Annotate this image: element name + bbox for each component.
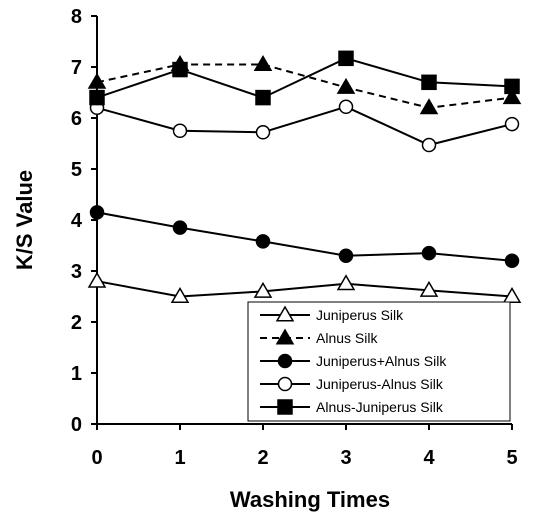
series-3 (89, 205, 520, 269)
legend-marker (277, 353, 293, 369)
y-tick-label: 8 (71, 6, 82, 28)
series-2 (87, 54, 522, 115)
legend-item: Juniperus+Alnus Silk (260, 353, 447, 369)
series-line (96, 280, 513, 298)
data-point (253, 54, 273, 71)
legend-marker (275, 328, 295, 345)
legend-item: Juniperus-Alnus Silk (260, 376, 444, 392)
x-tick-label: 0 (91, 447, 102, 469)
data-point (253, 281, 273, 298)
legend-item: Alnus-Juniperus Silk (260, 399, 444, 415)
legend-label: Juniperus+Alnus Silk (316, 353, 447, 369)
series-4 (89, 99, 520, 153)
series-1 (87, 271, 522, 304)
data-point (504, 78, 520, 95)
y-tick-label: 4 (71, 210, 83, 232)
data-point (172, 220, 188, 235)
x-tick-label: 1 (174, 447, 185, 469)
data-point (87, 72, 107, 89)
data-point (336, 77, 356, 94)
data-point (504, 116, 520, 132)
data-point (419, 280, 439, 297)
data-point (502, 287, 522, 304)
x-tick-label: 2 (257, 447, 268, 469)
data-point (255, 234, 271, 249)
data-point (421, 137, 437, 153)
data-point (504, 253, 520, 269)
tick-labels: 0 1 2 3 4 5 6 7 8 0 1 2 3 4 5 (71, 6, 518, 469)
y-tick-label: 6 (71, 108, 82, 130)
y-tick-label: 0 (71, 414, 82, 436)
data-point (255, 89, 271, 106)
legend-label: Juniperus-Alnus Silk (316, 376, 444, 392)
data-point (421, 74, 437, 91)
data-point (338, 248, 354, 263)
series-line (96, 211, 513, 262)
data-point (421, 245, 437, 261)
data-point (502, 88, 522, 105)
data-point (336, 274, 356, 291)
y-tick-label: 3 (71, 261, 82, 283)
series-5 (89, 50, 520, 106)
y-tick-label: 7 (71, 57, 82, 79)
y-tick-label: 1 (71, 363, 82, 385)
data-point (170, 287, 190, 304)
data-point (338, 50, 354, 67)
data-point (89, 205, 105, 220)
legend-marker (277, 399, 293, 415)
legend-item: Alnus Silk (260, 328, 378, 346)
data-point (255, 125, 271, 140)
legend-marker (277, 376, 293, 392)
data-point (172, 123, 188, 138)
y-tick-label: 5 (71, 159, 82, 181)
x-axis-title: Washing Times (230, 487, 390, 512)
legend-label: Alnus Silk (316, 330, 378, 346)
legend-label: Alnus-Juniperus Silk (316, 399, 444, 415)
y-axis-title: K/S Value (12, 170, 37, 270)
data-point (338, 99, 354, 115)
x-tick-label: 5 (506, 447, 517, 469)
series-line (96, 105, 513, 147)
x-tick-label: 3 (340, 447, 351, 469)
data-point (89, 89, 105, 106)
series-layer (87, 50, 522, 304)
data-point (419, 98, 439, 115)
y-tick-label: 2 (71, 312, 82, 334)
series-line (96, 57, 513, 99)
legend-marker (275, 305, 295, 322)
legend-item: Juniperus Silk (260, 305, 404, 323)
data-point (87, 271, 107, 288)
legend-label: Juniperus Silk (316, 307, 404, 323)
data-point (172, 61, 188, 78)
x-tick-label: 4 (423, 447, 435, 469)
legend: Juniperus Silk Alnus Silk Juniperus+Alnus … (247, 301, 511, 422)
series-line (96, 63, 513, 109)
